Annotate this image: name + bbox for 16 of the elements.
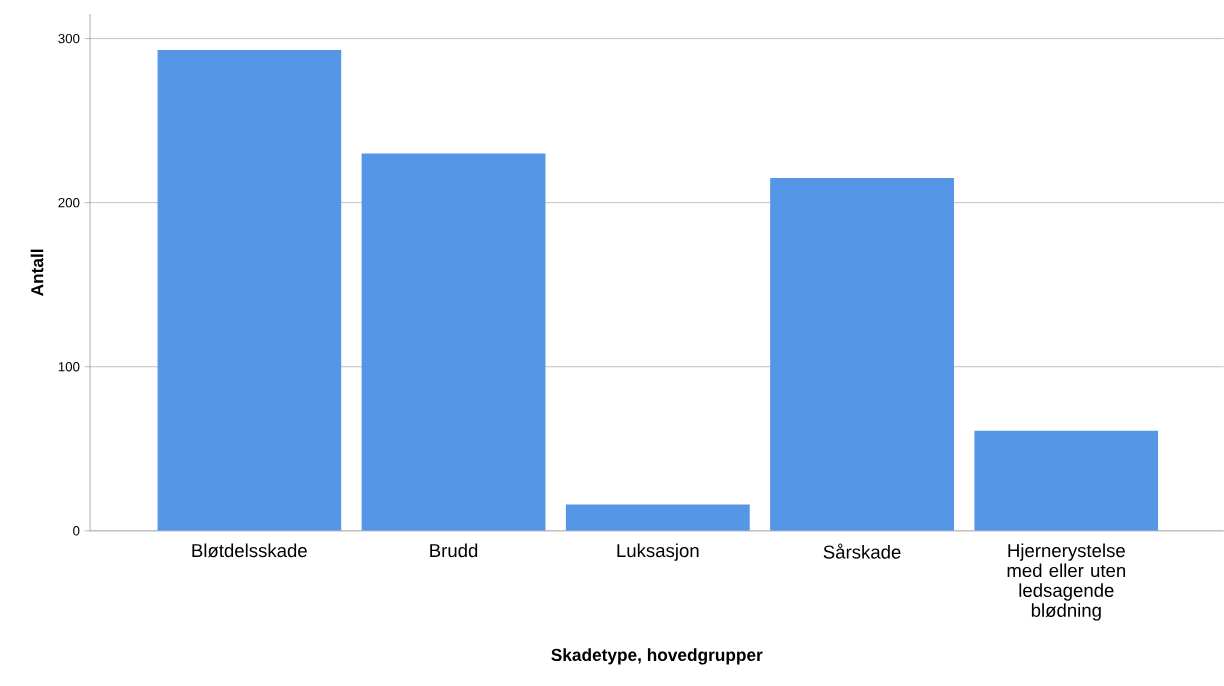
bar — [157, 50, 342, 531]
x-axis-title: Skadetype, hovedgrupper — [551, 648, 763, 665]
x-tick-label: Brudd — [430, 543, 478, 558]
bar — [974, 430, 1159, 531]
y-axis-title: Antall — [30, 249, 44, 297]
x-tick-label: Sårskade — [823, 543, 901, 559]
bar — [770, 178, 954, 531]
y-tick-label: 0 — [73, 526, 80, 536]
x-tick-label: Bløtdelsskade — [192, 543, 307, 558]
y-tick-label: 200 — [58, 198, 80, 208]
bar — [361, 153, 546, 531]
y-tick-label: 300 — [58, 34, 80, 44]
x-tick-label: Hjernerystelse med eller uten ledsagende blødning — [1007, 543, 1126, 621]
bar — [565, 504, 750, 531]
y-tick-label: 100 — [58, 362, 80, 372]
x-tick-label: Luksasjon — [617, 543, 699, 561]
